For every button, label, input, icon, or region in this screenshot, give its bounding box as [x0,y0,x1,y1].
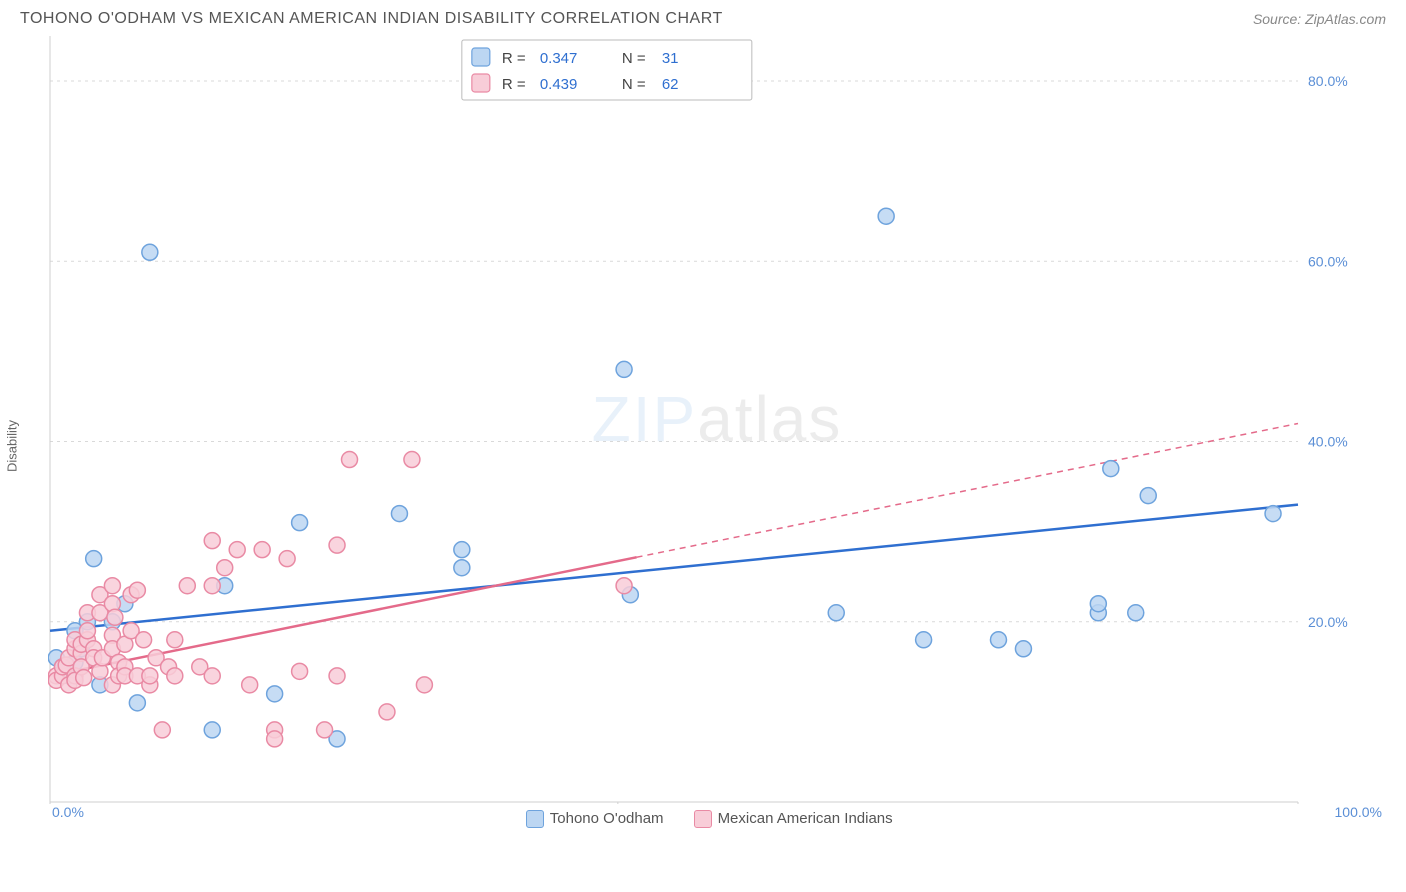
y-tick-label: 40.0% [1308,434,1348,450]
trend-line [50,505,1298,631]
scatter-point [1090,596,1106,612]
scatter-point [916,632,932,648]
scatter-point [317,722,333,738]
scatter-point [229,542,245,558]
y-tick-label: 60.0% [1308,253,1348,269]
scatter-point [1128,605,1144,621]
scatter-point [167,632,183,648]
scatter-point [616,361,632,377]
scatter-point [167,668,183,684]
scatter-point [1103,461,1119,477]
scatter-point [76,670,92,686]
scatter-point [142,244,158,260]
svg-text:R =: R = [502,76,526,93]
svg-text:R =: R = [502,50,526,67]
legend-swatch [694,810,712,828]
scatter-point [292,515,308,531]
scatter-point [204,533,220,549]
scatter-chart: 20.0% 40.0% 60.0% 80.0% R = 0.347 N = 31 R = 0.43… [48,34,1368,804]
y-tick-label: 80.0% [1308,73,1348,89]
scatter-point [204,668,220,684]
legend-label: Tohono O'odham [550,810,664,827]
scatter-point [242,677,258,693]
scatter-point [404,452,420,468]
scatter-point [179,578,195,594]
scatter-point [86,551,102,567]
legend-item: Tohono O'odham [526,810,664,828]
svg-text:N =: N = [622,50,646,67]
legend-label: Mexican American Indians [718,810,893,827]
scatter-point [204,722,220,738]
scatter-point [129,582,145,598]
y-axis-label: Disability [5,420,20,472]
scatter-point [616,578,632,594]
scatter-point [454,560,470,576]
scatter-point [154,722,170,738]
scatter-point [379,704,395,720]
scatter-point [267,731,283,747]
svg-text:0.347: 0.347 [540,50,578,67]
source-attribution: Source: ZipAtlas.com [1253,11,1386,27]
scatter-point [254,542,270,558]
scatter-point [1140,488,1156,504]
scatter-point [1265,506,1281,522]
stat-legend: R = 0.347 N = 31 R = 0.439 N = 62 [462,40,752,100]
scatter-point [416,677,432,693]
svg-text:62: 62 [662,76,679,93]
scatter-point [104,578,120,594]
scatter-point [454,542,470,558]
svg-text:N =: N = [622,76,646,93]
scatter-point [1015,641,1031,657]
scatter-point [129,695,145,711]
scatter-point [292,663,308,679]
scatter-point [279,551,295,567]
scatter-point [391,506,407,522]
scatter-point [329,537,345,553]
scatter-point [990,632,1006,648]
legend-swatch [526,810,544,828]
chart-title: TOHONO O'ODHAM VS MEXICAN AMERICAN INDIA… [20,10,723,28]
scatter-point [267,686,283,702]
y-tick-label: 20.0% [1308,614,1348,630]
series-legend: Tohono O'odham Mexican American Indians [526,810,893,828]
scatter-point [204,578,220,594]
scatter-point [142,668,158,684]
scatter-point [878,208,894,224]
legend-item: Mexican American Indians [694,810,893,828]
chart-container: ZIPatlas 20.0%40.0%60.0%80.0%R =0.347N =… [48,34,1386,804]
x-tick-min: 0.0% [52,804,84,828]
scatter-point [79,623,95,639]
trend-line [50,557,637,676]
scatter-point [329,668,345,684]
scatter-point [136,632,152,648]
scatter-point [107,609,123,625]
scatter-point [217,560,233,576]
scatter-point [342,452,358,468]
x-tick-max: 100.0% [1335,804,1382,828]
svg-text:31: 31 [662,50,679,67]
svg-text:0.439: 0.439 [540,76,578,93]
scatter-point [828,605,844,621]
